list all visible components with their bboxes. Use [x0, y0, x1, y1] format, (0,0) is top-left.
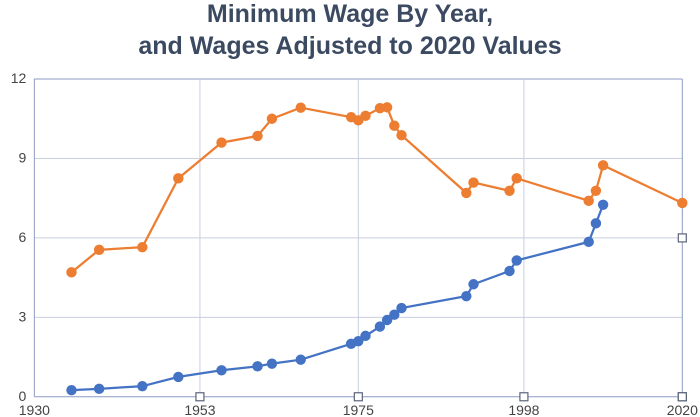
svg-text:3: 3 [19, 308, 27, 324]
svg-text:1998: 1998 [508, 402, 539, 417]
svg-text:2020: 2020 [667, 402, 698, 417]
svg-text:9: 9 [19, 149, 27, 165]
svg-text:1975: 1975 [343, 402, 374, 417]
svg-text:1930: 1930 [19, 402, 50, 417]
svg-text:6: 6 [19, 229, 27, 245]
svg-text:12: 12 [11, 70, 27, 86]
svg-text:1953: 1953 [184, 402, 215, 417]
